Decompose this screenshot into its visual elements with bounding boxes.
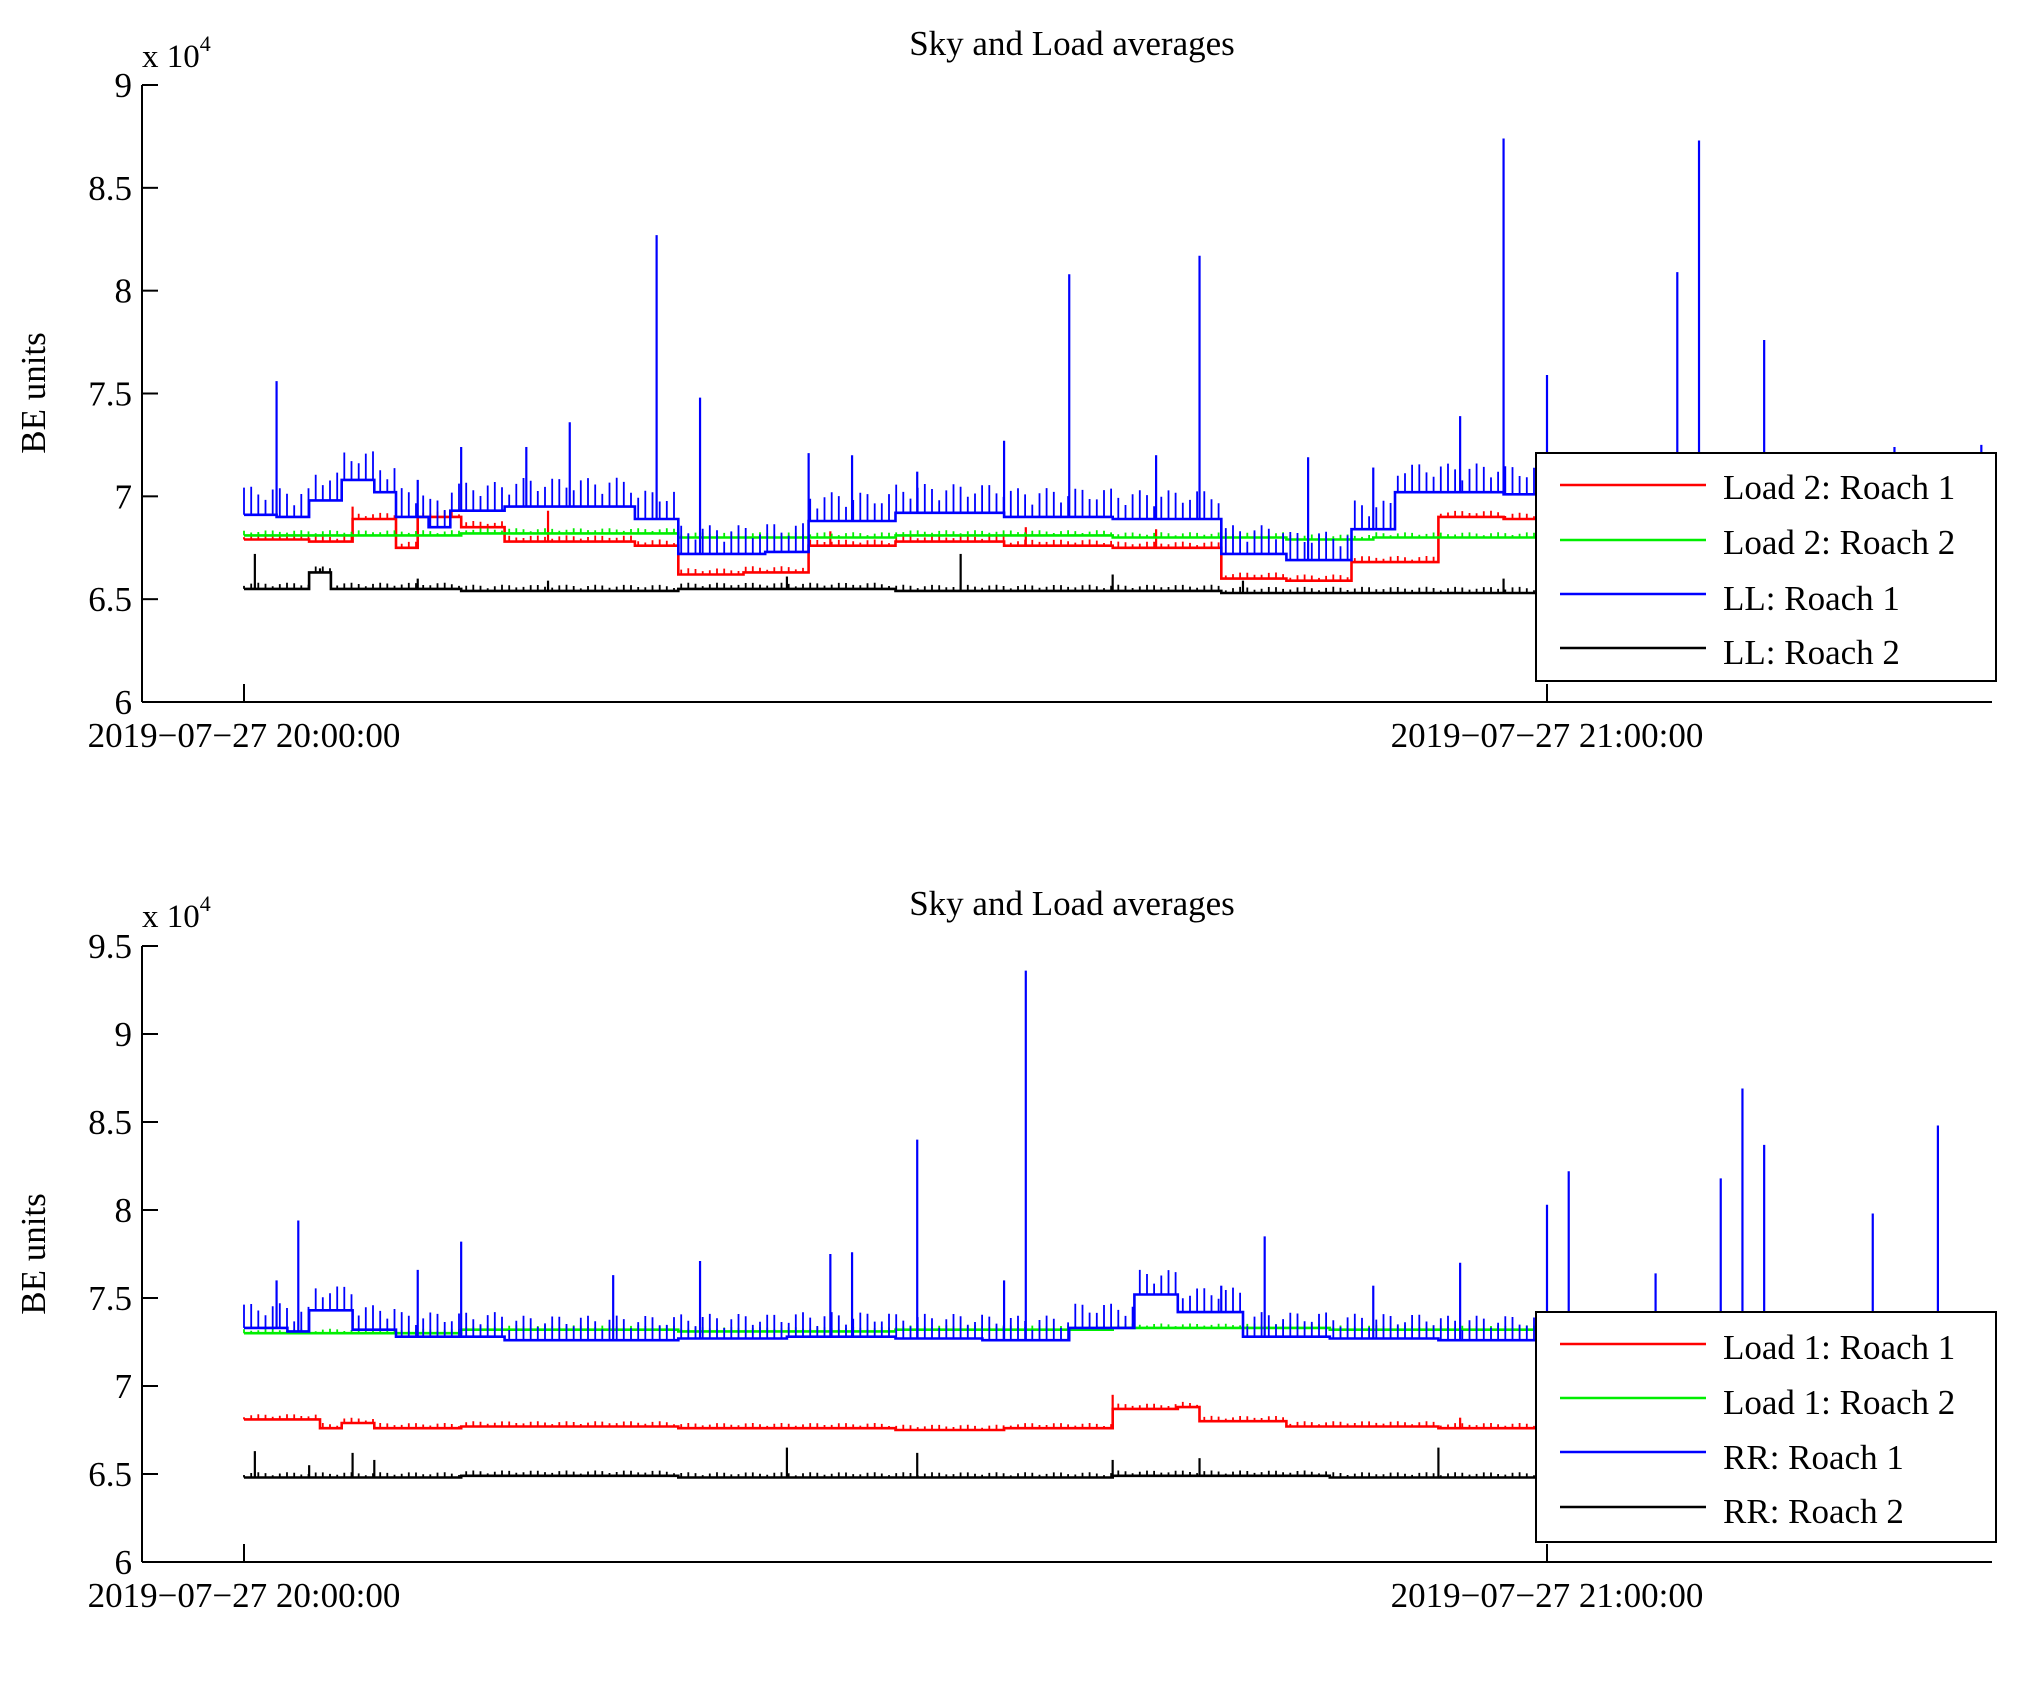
y-axis-label: BE units [14,1193,53,1315]
y-exponent-label: x 104 [142,31,211,75]
legend-label-load1-roach2: Load 1: Roach 2 [1723,1383,1955,1422]
y-tick-label: 6 [115,1543,133,1582]
y-tick-label: 7.5 [88,1279,132,1318]
y-tick-label: 6 [115,683,133,722]
y-exponent-power: 4 [200,31,211,56]
y-ticks: 6 6.5 7 7.5 8 8.5 9 9.5 [88,927,158,1582]
legend-label-load1-roach1: Load 1: Roach 1 [1723,1328,1955,1367]
y-tick-label: 7.5 [88,375,132,414]
y-tick-label: 9 [115,1015,133,1054]
x-tick-label: 2019−07−27 20:00:00 [88,716,401,755]
x-ticks: 2019−07−27 20:00:00 2019−07−27 21:00:00 [88,684,1704,755]
legend-label-load2-roach1: Load 2: Roach 1 [1723,468,1955,507]
chart-title: Sky and Load averages [909,884,1235,923]
y-tick-label: 8 [115,272,133,311]
chart-panel-bottom: Sky and Load averages x 104 BE units 6 6.… [14,884,1997,1615]
series-rr-roach-1 [243,970,1992,1356]
legend-label-rr-roach1: RR: Roach 1 [1723,1438,1904,1477]
series-line [244,571,1992,597]
y-tick-label: 8.5 [88,1103,132,1142]
series-ll-roach-1 [243,138,1992,562]
x-ticks: 2019−07−27 20:00:00 2019−07−27 21:00:00 [88,1544,1704,1615]
y-exponent-base: x 10 [142,899,200,935]
y-axis-label: BE units [14,332,53,454]
y-exponent-label: x 104 [142,891,211,935]
y-tick-label: 8 [115,1191,133,1230]
legend-label-rr-roach2: RR: Roach 2 [1723,1492,1904,1531]
y-tick-label: 6.5 [88,580,132,619]
y-ticks: 6 6.5 7 7.5 8 8.5 9 [88,66,158,722]
legend-label-ll-roach2: LL: Roach 2 [1723,633,1900,672]
y-tick-label: 8.5 [88,169,132,208]
y-tick-label: 7 [115,1367,133,1406]
y-tick-label: 9 [115,66,133,105]
legend-box [1535,452,1997,682]
y-tick-label: 7 [115,477,133,516]
x-tick-label: 2019−07−27 21:00:00 [1391,1576,1704,1615]
legend-box [1535,1311,1997,1543]
chart-panel-top: Sky and Load averages x 104 BE units 6 6.… [14,24,1997,755]
y-exponent-base: x 10 [142,39,200,75]
legend-label-load2-roach2: Load 2: Roach 2 [1723,523,1955,562]
y-tick-label: 9.5 [88,927,132,966]
legend: Load 1: Roach 1 Load 1: Roach 2 RR: Roac… [1535,1311,1997,1543]
y-tick-label: 6.5 [88,1455,132,1494]
x-tick-label: 2019−07−27 21:00:00 [1391,716,1704,755]
series-line [244,515,1992,582]
legend-label-ll-roach1: LL: Roach 1 [1723,579,1900,618]
chart-title: Sky and Load averages [909,24,1235,63]
y-exponent-power: 4 [200,891,211,916]
x-tick-label: 2019−07−27 20:00:00 [88,1576,401,1615]
legend: Load 2: Roach 1 Load 2: Roach 2 LL: Roac… [1535,452,1997,682]
